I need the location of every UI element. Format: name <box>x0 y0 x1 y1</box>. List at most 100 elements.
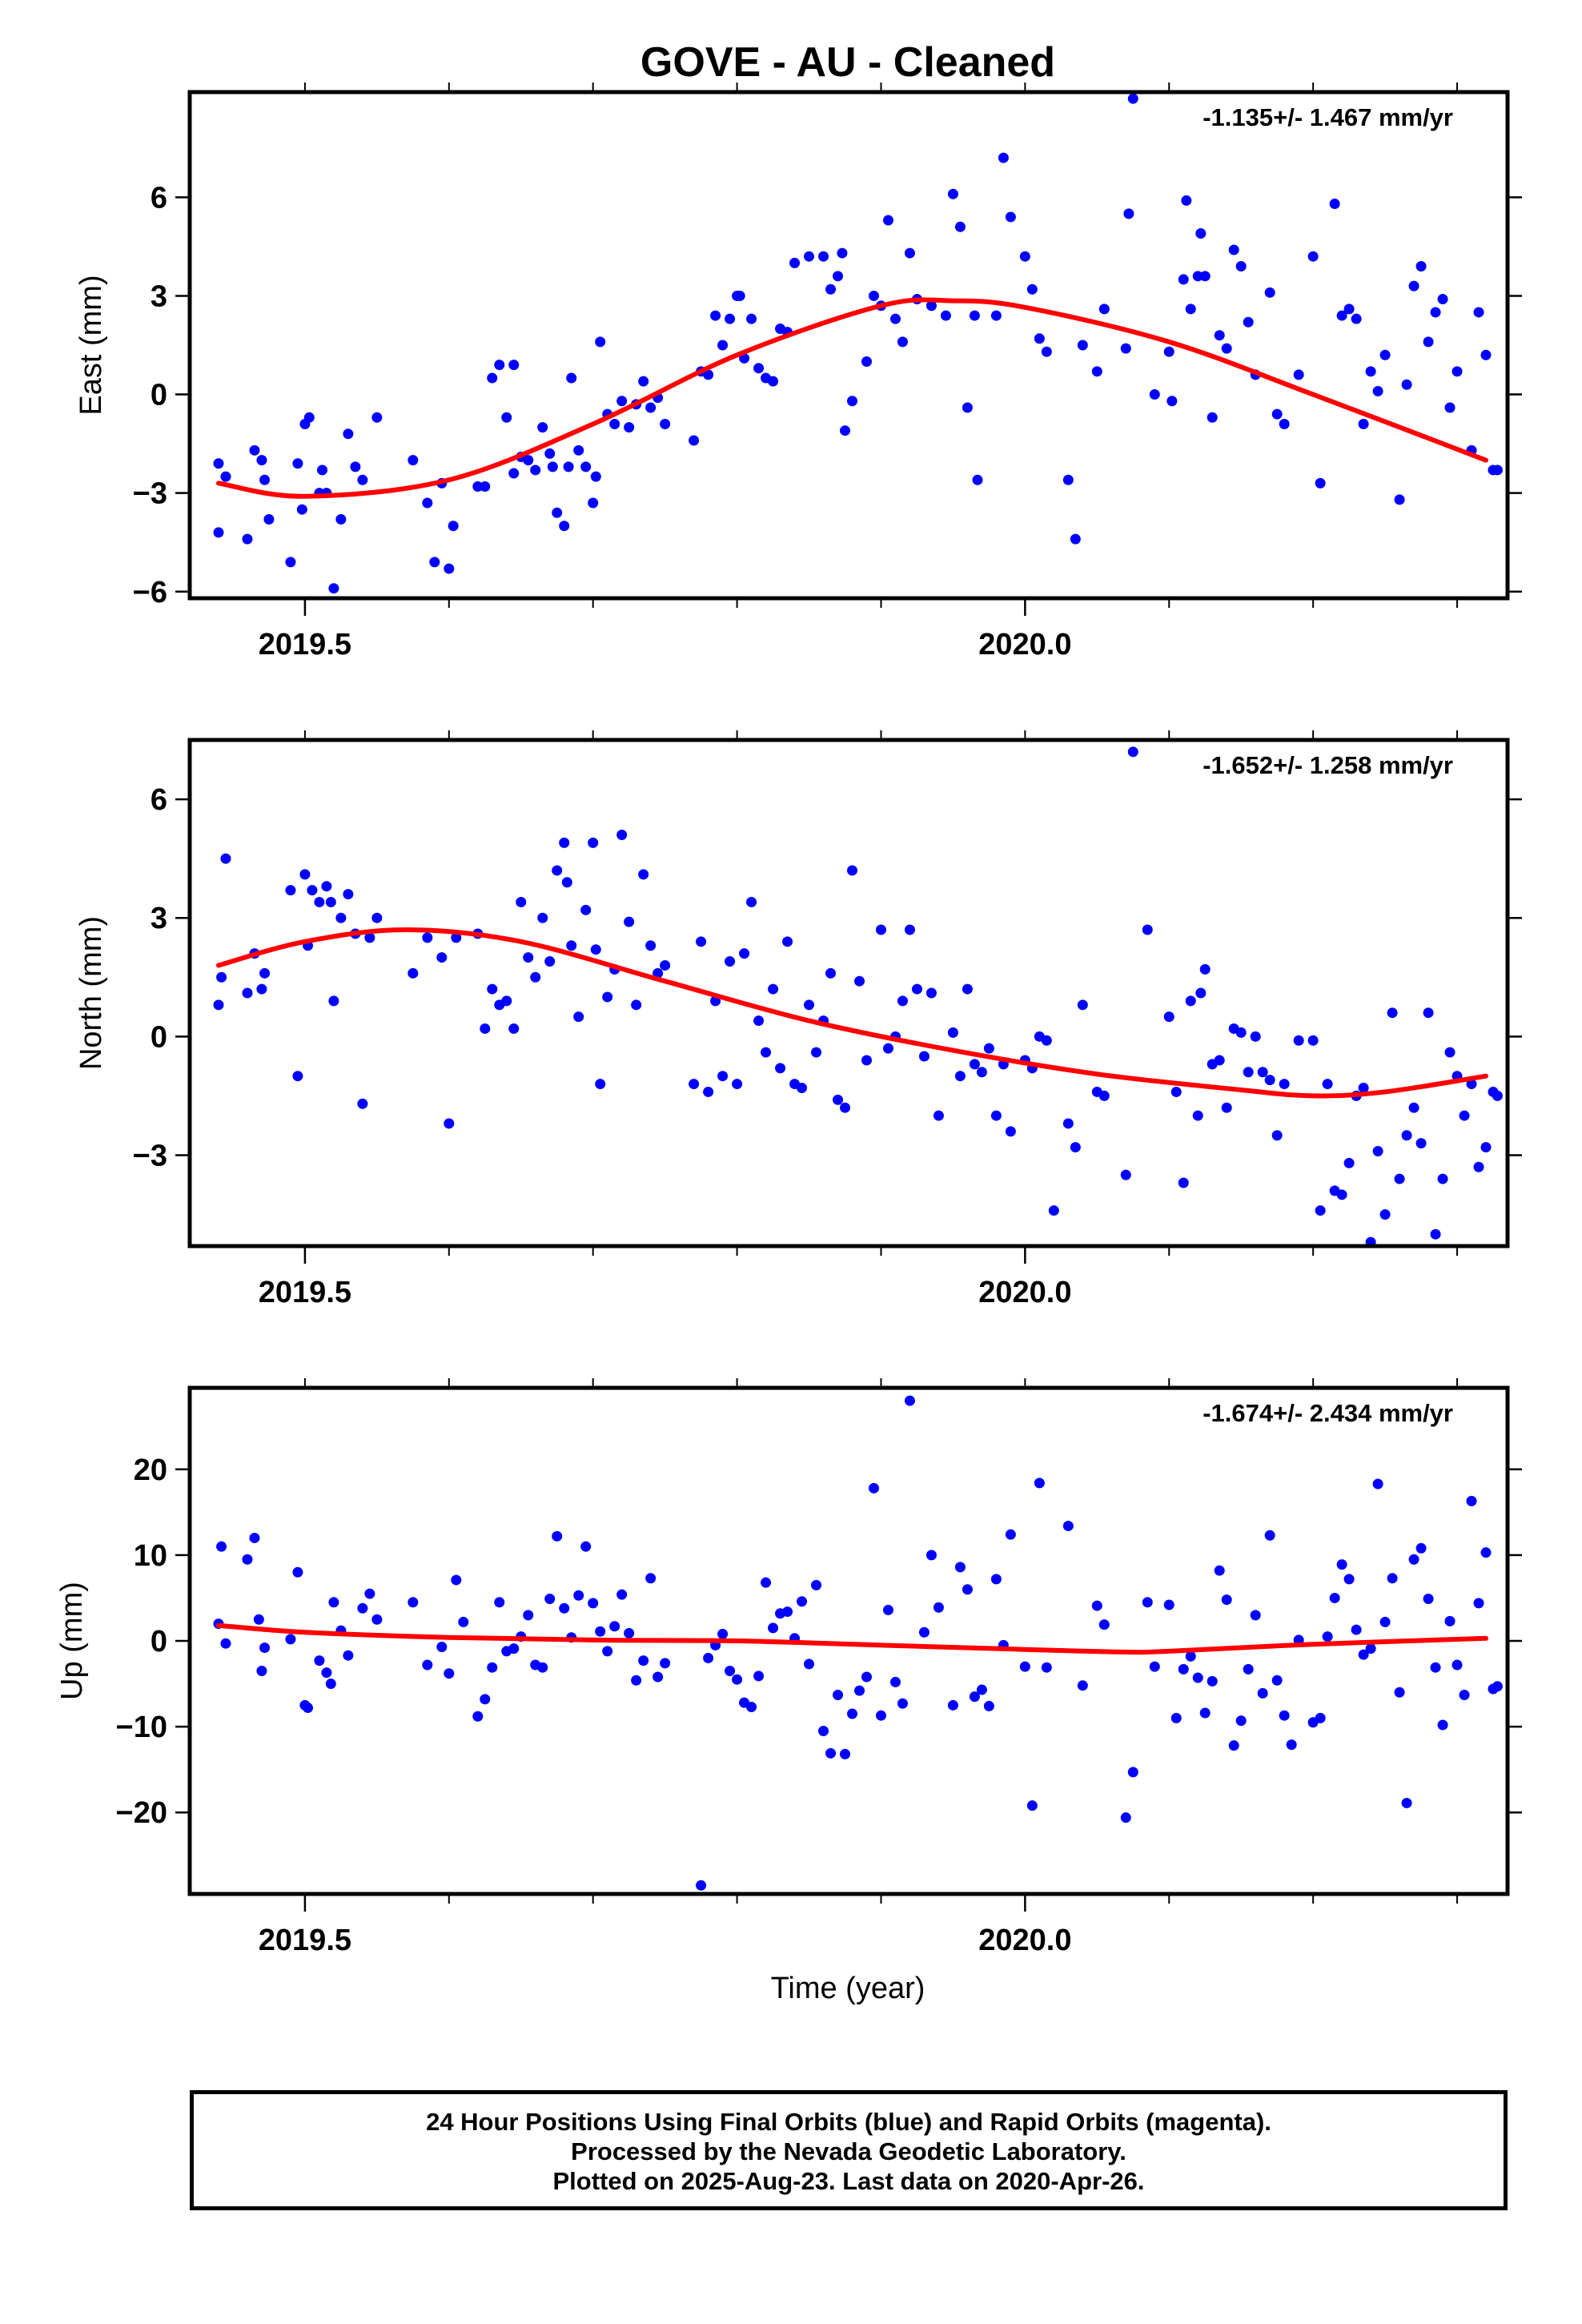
north-point <box>1437 1173 1448 1184</box>
north-point <box>797 1083 808 1093</box>
east-point <box>1336 310 1347 321</box>
north-point <box>1307 1035 1319 1046</box>
north-point <box>1264 1075 1275 1086</box>
up-point <box>1336 1559 1347 1570</box>
north-point <box>444 1118 455 1129</box>
north-point <box>969 1059 980 1070</box>
up-y-tick-label: 10 <box>134 1539 167 1573</box>
east-point <box>429 557 440 568</box>
east-point <box>566 372 577 384</box>
north-point <box>954 1071 966 1082</box>
up-point <box>595 1626 606 1637</box>
east-point <box>1264 287 1275 298</box>
north-point <box>1387 1007 1398 1019</box>
east-point <box>616 396 628 407</box>
east-point <box>1199 271 1211 282</box>
east-y-tick-label: −3 <box>133 477 167 511</box>
north-point <box>918 1051 930 1062</box>
east-point <box>343 428 354 440</box>
north-point <box>1415 1138 1427 1149</box>
up-point <box>1041 1662 1052 1673</box>
up-y-tick-label: 20 <box>134 1454 167 1487</box>
north-point <box>746 896 757 907</box>
north-point <box>1430 1228 1441 1240</box>
east-point <box>1372 385 1383 396</box>
east-point <box>480 480 491 492</box>
up-point <box>846 1708 857 1719</box>
up-point <box>1480 1547 1492 1558</box>
east-point <box>1365 366 1376 377</box>
east-point <box>1480 349 1492 360</box>
east-point <box>1358 418 1369 429</box>
east-point <box>962 402 973 413</box>
north-point <box>544 956 556 967</box>
east-point <box>1195 227 1207 239</box>
east-point <box>573 444 584 456</box>
east-point <box>926 300 937 312</box>
north-point <box>947 1027 958 1038</box>
east-point <box>242 533 253 545</box>
up-point <box>616 1589 628 1600</box>
up-point <box>1423 1594 1434 1605</box>
east-point <box>1379 349 1391 360</box>
up-point <box>696 1880 707 1891</box>
east-point <box>897 336 908 348</box>
up-point <box>1415 1542 1427 1554</box>
east-point <box>1214 330 1225 341</box>
north-point <box>660 959 671 971</box>
east-rate-label: -1.135+/- 1.467 mm/yr <box>1203 103 1453 131</box>
up-point <box>1120 1812 1131 1823</box>
up-point <box>1127 1767 1138 1778</box>
up-y-tick-label: −10 <box>116 1711 167 1744</box>
east-point <box>1293 369 1304 380</box>
up-point <box>292 1566 303 1578</box>
north-point <box>811 1047 822 1058</box>
north-point <box>314 896 325 907</box>
north-y-tick-label: 0 <box>151 1020 167 1054</box>
east-point <box>689 435 700 446</box>
east-point <box>1070 533 1081 545</box>
north-point <box>875 924 886 935</box>
east-point <box>861 356 872 368</box>
up-point <box>408 1597 419 1608</box>
north-point <box>861 1055 872 1066</box>
east-point <box>768 376 779 387</box>
north-y-tick-label: −3 <box>133 1139 167 1172</box>
east-point <box>882 215 893 226</box>
up-point <box>303 1703 314 1714</box>
north-point <box>1178 1177 1189 1188</box>
north-point <box>487 983 498 995</box>
north-point <box>501 995 512 1007</box>
up-point <box>480 1694 491 1705</box>
north-point <box>1120 1169 1131 1180</box>
east-point <box>1005 211 1016 223</box>
up-point <box>990 1574 1002 1585</box>
north-point <box>1444 1047 1456 1058</box>
east-point <box>645 402 656 413</box>
up-point <box>1387 1573 1398 1584</box>
east-point <box>818 251 829 262</box>
north-point <box>1098 1090 1110 1101</box>
up-point <box>868 1482 879 1494</box>
up-point <box>494 1597 505 1608</box>
north-point <box>1257 1067 1268 1078</box>
north-point <box>631 999 642 1011</box>
east-point <box>1123 208 1134 219</box>
north-point <box>1394 1173 1405 1184</box>
north-point <box>1379 1209 1391 1220</box>
up-point <box>746 1701 757 1712</box>
east-point <box>256 455 267 466</box>
east-point <box>753 363 765 374</box>
up-point <box>1437 1719 1448 1731</box>
north-point <box>1322 1079 1333 1090</box>
east-point <box>472 480 484 492</box>
north-point <box>371 912 383 923</box>
east-point <box>350 461 361 472</box>
north-point <box>580 904 592 915</box>
east-y-tick-label: 6 <box>151 181 167 215</box>
up-point <box>926 1550 937 1561</box>
east-point <box>501 412 512 423</box>
north-point <box>761 1047 772 1058</box>
up-point <box>761 1577 772 1588</box>
